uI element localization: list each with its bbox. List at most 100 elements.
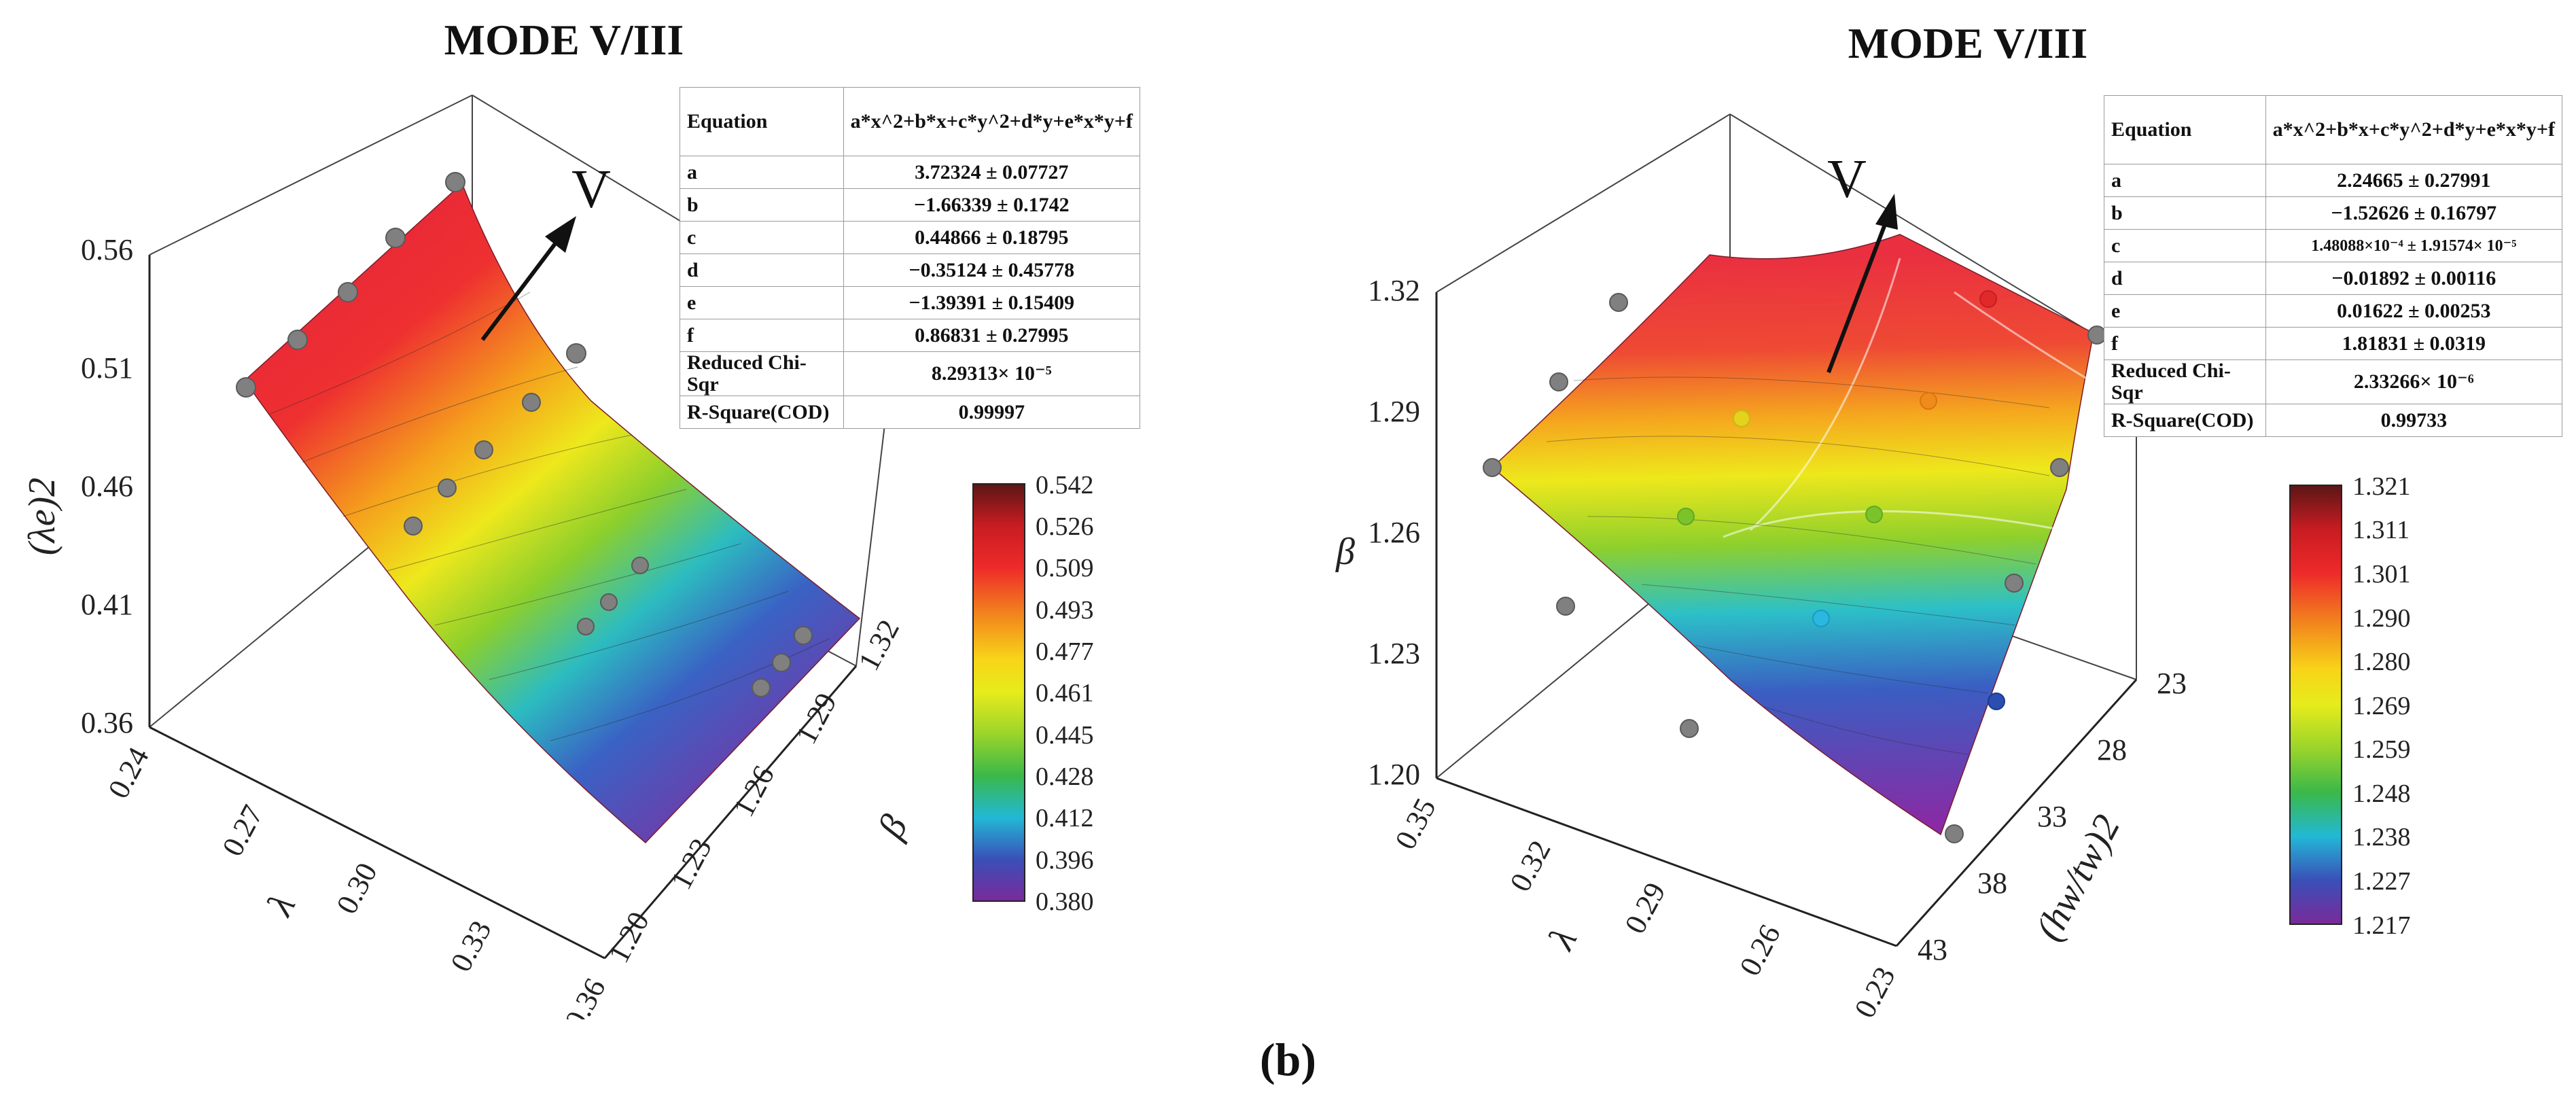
table-cell: 3.72324 ± 0.07727 (843, 156, 1141, 189)
data-point (287, 330, 308, 350)
data-point (338, 282, 358, 302)
table-header-cell: Equation (2104, 95, 2266, 164)
data-point (794, 626, 813, 645)
arrow-label: V (1827, 150, 1867, 209)
table-cell: 0.86831 ± 0.27995 (843, 319, 1141, 352)
data-point (1677, 508, 1695, 525)
x-tick: 0.23 (1848, 962, 1901, 1019)
table-cell: d (680, 253, 844, 287)
x-tick: 0.27 (215, 800, 269, 862)
colorbar-tick: 1.311 (2352, 516, 2410, 544)
fitted-surface (1491, 234, 2094, 836)
y-tick: 1.32 (852, 614, 906, 676)
data-point (752, 678, 771, 697)
table-row: c 1.48088×10⁻⁴ ± 1.91574× 10⁻⁵ (2104, 229, 2563, 262)
table-cell: Reduced Chi-Sqr (2104, 359, 2266, 404)
table-cell: e (680, 286, 844, 319)
table-cell: −0.01892 ± 0.00116 (2265, 262, 2563, 295)
fit-parameters-table: Equation a*x^2+b*x+c*y^2+d*y+e*x*y+f a 2.… (2104, 95, 2563, 437)
x-tick: 0.30 (330, 858, 383, 919)
x-tick: 0.36 (558, 973, 612, 1019)
surface-contours (1546, 376, 2050, 755)
table-row: Equation a*x^2+b*x+c*y^2+d*y+e*x*y+f (680, 87, 1141, 156)
data-points (1483, 290, 2106, 843)
colorbar-tick: 1.238 (2352, 823, 2411, 852)
table-row: R-Square(COD) 0.99997 (680, 396, 1141, 429)
data-point (1988, 692, 2005, 710)
colorbar-tick: 1.217 (2352, 911, 2411, 940)
data-point (404, 516, 423, 536)
data-point (1483, 458, 1502, 477)
z-axis-label: β (1335, 531, 1355, 573)
z-tick: 1.26 (1368, 516, 1420, 549)
data-point (236, 377, 256, 398)
table-row: e −1.39391 ± 0.15409 (680, 286, 1141, 319)
y-tick: 33 (2037, 800, 2067, 833)
data-point (577, 618, 595, 635)
table-cell: b (2104, 196, 2266, 230)
z-tick: 0.41 (81, 588, 133, 621)
arrow-label: V (571, 160, 611, 220)
data-point (1920, 392, 1937, 410)
table-cell: −1.66339 ± 0.1742 (843, 188, 1141, 222)
x-tick: 0.24 (101, 742, 155, 804)
axis-lines (148, 255, 858, 960)
table-cell: 2.33266× 10⁻⁶ (2265, 359, 2563, 404)
z-tick: 0.36 (81, 706, 133, 739)
y-tick: 1.26 (727, 760, 781, 822)
table-cell: 0.99733 (2265, 404, 2563, 437)
y-tick: 23 (2157, 667, 2187, 700)
table-cell: 0.01622 ± 0.00253 (2265, 294, 2563, 328)
table-row: R-Square(COD) 0.99733 (2104, 404, 2563, 437)
colorbar-tick: 0.428 (1036, 762, 1094, 791)
z-tick: 0.46 (81, 470, 133, 503)
table-cell: 8.29313× 10⁻⁵ (843, 351, 1141, 396)
table-cell: 1.81831 ± 0.0319 (2265, 327, 2563, 360)
data-point (772, 653, 791, 672)
x-tick: 0.26 (1733, 919, 1786, 981)
table-row: Reduced Chi-Sqr 2.33266× 10⁻⁶ (2104, 359, 2563, 404)
table-row: b −1.52626 ± 0.16797 (2104, 196, 2563, 230)
data-point (1549, 372, 1568, 391)
table-row: d −0.01892 ± 0.00116 (2104, 262, 2563, 295)
colorbar-tick: 0.526 (1036, 512, 1094, 541)
colorbar: 1.321 1.311 1.301 1.290 1.280 1.269 1.25… (2289, 472, 2411, 940)
colorbar-tick: 1.227 (2352, 867, 2411, 896)
data-point (1979, 290, 1997, 308)
table-cell: f (2104, 327, 2266, 360)
y-tick: 1.29 (790, 688, 843, 750)
table-row: a 3.72324 ± 0.07727 (680, 156, 1141, 189)
direction-arrow: V (1827, 150, 1898, 374)
table-cell: −1.39391 ± 0.15409 (843, 286, 1141, 319)
data-point (631, 557, 649, 574)
x-axis-ticks: 0.35 0.32 0.29 0.26 0.23 (1388, 793, 1901, 1019)
z-tick: 1.32 (1368, 274, 1420, 307)
chart-title: MODE V/III (1848, 19, 2088, 67)
data-point (1680, 719, 1699, 738)
x-tick: 0.32 (1503, 835, 1557, 897)
axis-lines (1435, 292, 2138, 947)
colorbar-tick: 1.269 (2352, 692, 2411, 720)
table-cell: 2.24665 ± 0.27991 (2265, 164, 2563, 197)
y-axis-label: β (870, 809, 916, 846)
fit-parameters-table: Equation a*x^2+b*x+c*y^2+d*y+e*x*y+f a 3.… (680, 87, 1141, 429)
z-axis-ticks: 0.36 0.41 0.46 0.51 0.56 (81, 233, 133, 739)
y-tick: 38 (1977, 866, 2007, 900)
table-row: Reduced Chi-Sqr 8.29313× 10⁻⁵ (680, 351, 1141, 396)
data-point (600, 593, 618, 611)
colorbar-tick: 0.461 (1036, 679, 1094, 707)
z-tick: 0.51 (81, 351, 133, 385)
y-tick: 1.23 (665, 833, 718, 895)
table-row: Equation a*x^2+b*x+c*y^2+d*y+e*x*y+f (2104, 95, 2563, 164)
surface-contours (268, 292, 830, 741)
table-cell: f (680, 319, 844, 352)
y-tick: 28 (2097, 733, 2127, 767)
z-tick: 1.20 (1368, 758, 1420, 791)
data-point (385, 228, 406, 248)
table-cell: 0.99997 (843, 396, 1141, 429)
table-cell: b (680, 188, 844, 222)
z-tick: 1.29 (1368, 395, 1420, 428)
table-row: f 1.81831 ± 0.0319 (2104, 327, 2563, 360)
data-point (2005, 574, 2024, 593)
table-cell: 0.44866 ± 0.18795 (843, 221, 1141, 254)
